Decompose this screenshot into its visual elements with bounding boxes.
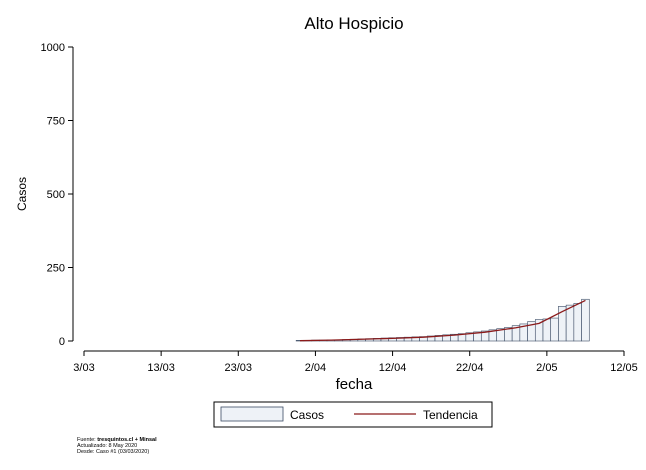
legend: Casos Tendencia bbox=[213, 401, 493, 428]
y-tick-label: 250 bbox=[47, 263, 65, 275]
footnote-updated: Actualizado: 8 May 2020 bbox=[77, 443, 138, 449]
trend-line-tendencia bbox=[299, 299, 586, 342]
bar bbox=[581, 298, 590, 342]
footnote-since: Desde: Caso #1 (03/03/2020) bbox=[77, 449, 150, 455]
bar bbox=[573, 303, 582, 342]
x-tick-label: 23/03 bbox=[225, 362, 253, 374]
y-tick-label: 500 bbox=[47, 189, 65, 201]
bar bbox=[550, 317, 559, 342]
y-tick-label: 750 bbox=[47, 116, 65, 128]
y-tick-label: 0 bbox=[59, 336, 65, 348]
x-tick-label: 2/04 bbox=[305, 362, 326, 374]
legend-label-casos: Casos bbox=[290, 408, 324, 422]
footnote: Fuente: tresquintos.cl + Minsal Actualiz… bbox=[77, 437, 157, 455]
x-tick-label: 12/04 bbox=[379, 362, 407, 374]
y-axis-title: Casos bbox=[15, 177, 29, 211]
footnote-source: Fuente: tresquintos.cl + Minsal bbox=[77, 437, 157, 443]
x-tick-label: 2/05 bbox=[536, 362, 557, 374]
bar bbox=[565, 304, 575, 342]
x-axis-title: fecha bbox=[336, 376, 373, 393]
x-axis: 3/03 13/03 23/03 2/04 12/04 22/04 2/05 12/05 bbox=[73, 350, 638, 374]
x-tick-label: 13/03 bbox=[147, 362, 175, 374]
bar bbox=[542, 318, 552, 342]
x-tick-label: 12/05 bbox=[610, 362, 638, 374]
x-tick-label: 3/03 bbox=[73, 362, 94, 374]
chart-title: Alto Hospicio bbox=[304, 14, 403, 33]
x-tick-label: 22/04 bbox=[456, 362, 484, 374]
legend-swatch-casos bbox=[220, 406, 284, 422]
y-axis: 0 250 500 750 1000 bbox=[41, 42, 74, 348]
y-tick-label: 1000 bbox=[41, 42, 65, 54]
legend-label-tendencia: Tendencia bbox=[423, 408, 478, 422]
